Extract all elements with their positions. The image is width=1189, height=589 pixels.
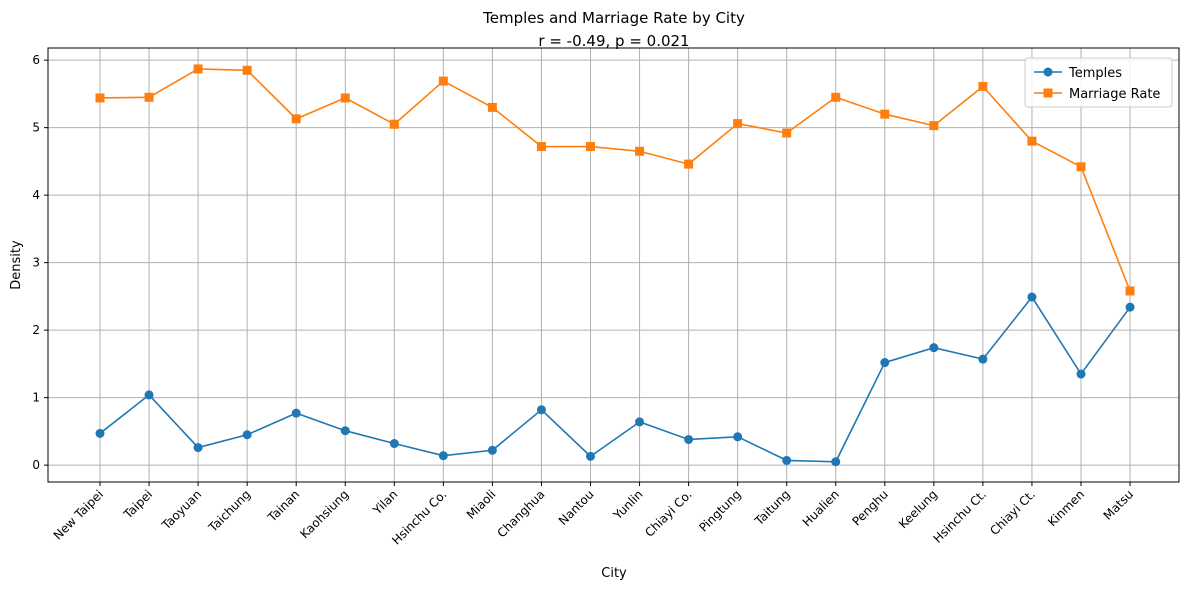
data-point-marriage-rate [1076,162,1086,172]
plot-frame [47,47,1180,483]
chart-title: Temples and Marriage Rate by City [482,9,745,27]
y-tick-label: 4 [32,188,40,202]
series-line-marriage-rate [99,68,1131,292]
x-tick-label: Taichung [205,487,253,535]
x-tick-label: Yunlin [610,487,646,523]
data-point-temples [340,426,350,436]
data-point-marriage-rate [684,159,694,169]
legend-label-marriage-rate: Marriage Rate [1069,87,1160,102]
data-point-temples [536,405,546,415]
data-point-marriage-rate [1125,286,1135,296]
data-point-temples [242,430,252,440]
x-tick-label: Chiayi Co. [642,487,695,540]
y-axis: 0 1 2 3 4 5 6 [32,53,48,472]
data-point-temples [684,434,694,444]
data-point-temples [95,428,105,438]
data-point-temples [1076,369,1086,379]
data-point-temples [144,390,154,400]
x-tick-label: Nantou [556,487,597,528]
data-point-temples [389,439,399,449]
data-point-temples [193,443,203,453]
data-point-marriage-rate [586,142,595,152]
data-point-temples [733,432,743,442]
legend-marker-marriage-rate [1043,88,1053,98]
series-temples [95,292,1135,467]
series-group [95,64,1135,467]
x-tick-label: Matsu [1101,487,1137,523]
x-axis: New Taipei Taipei Taoyuan Taichung TainanKao… [51,482,1136,547]
data-point-marriage-rate [782,128,792,138]
data-point-temples [635,417,645,427]
x-tick-label: Hsinchu Ct. [931,487,990,546]
x-tick-label: Kinmen [1045,487,1087,529]
chart-subtitle: r = -0.49, p = 0.021 [538,32,689,50]
series-marriage-rate [95,64,1135,296]
data-point-temples [831,457,841,467]
data-point-marriage-rate [1027,136,1037,146]
data-point-temples [978,354,988,364]
y-tick-label: 3 [32,256,40,270]
legend-label-temples: Temples [1068,66,1122,81]
x-tick-label: Taipei [120,487,155,522]
x-tick-label: Changhua [494,487,547,540]
data-point-temples [1125,302,1135,312]
grid [48,48,1179,482]
data-point-temples [487,445,497,455]
x-tick-label: Keelung [896,487,940,531]
series-line-temples [99,295,1131,463]
data-point-temples [782,455,792,465]
data-point-marriage-rate [242,65,252,75]
data-point-temples [586,451,595,461]
data-point-temples [1027,292,1037,302]
y-axis-label: Density [9,240,24,290]
data-point-marriage-rate [487,102,497,112]
data-point-marriage-rate [880,109,890,119]
data-point-marriage-rate [95,93,105,103]
x-tick-label: Yilan [370,487,401,518]
x-tick-label: Taitung [751,487,792,528]
x-tick-label: Tainan [264,487,302,525]
legend: Temples Marriage Rate [1024,57,1173,108]
y-tick-label: 1 [32,391,40,405]
data-point-temples [438,451,448,461]
data-point-marriage-rate [978,81,988,91]
x-tick-label: Miaoli [464,487,499,522]
data-point-marriage-rate [144,92,154,102]
y-tick-label: 5 [32,121,40,135]
data-point-marriage-rate [733,119,743,129]
data-point-temples [291,408,301,418]
data-point-marriage-rate [831,92,841,102]
data-point-marriage-rate [438,76,448,86]
y-tick-label: 2 [32,323,40,337]
data-point-marriage-rate [291,114,301,124]
x-tick-label: Penghu [849,487,890,528]
y-tick-label: 6 [32,53,40,67]
data-point-marriage-rate [193,64,203,74]
data-point-marriage-rate [536,142,546,152]
data-point-temples [880,358,890,368]
x-tick-label: Hualien [800,487,842,529]
data-point-marriage-rate [389,119,399,129]
data-point-marriage-rate [635,146,645,156]
x-tick-label: New Taipei [51,487,106,542]
data-point-marriage-rate [340,93,350,103]
x-tick-label: Pingtung [696,487,743,534]
x-axis-label: City [601,566,627,581]
x-tick-label: Taoyuan [158,487,204,533]
data-point-marriage-rate [929,121,939,131]
x-tick-label: Chiayi Ct. [987,487,1038,538]
legend-box [1024,57,1173,108]
y-tick-label: 0 [32,458,40,472]
data-point-temples [929,343,939,353]
x-tick-label: Kaohsiung [297,487,351,541]
legend-marker-temples [1043,67,1053,77]
